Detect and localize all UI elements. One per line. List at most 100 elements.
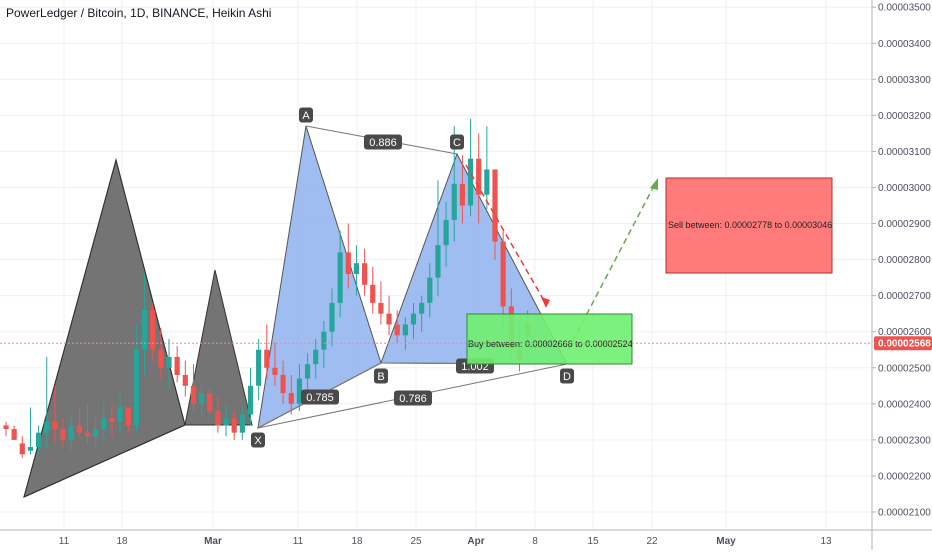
candle-body [215,411,221,426]
ratio-label-xd: 0.786 [399,393,427,405]
candle-body [280,374,286,393]
candle-body [207,392,213,412]
ratio-label-xd-bg [394,390,432,406]
point-label-c-bg [450,134,464,150]
candle-body [443,219,449,246]
candle-body [27,447,34,451]
candle-body [427,277,433,303]
candle-body [44,421,50,433]
candle-body [231,418,237,433]
candle-body [394,324,400,336]
candle-body [247,385,254,415]
candle-body [378,302,384,314]
candle-body [256,349,262,386]
point-label-x-bg [251,432,265,448]
buy-zone-label: Buy between: 0.00002666 to 0.00002524 [468,339,633,349]
candle-body [174,356,180,375]
y-tick-label: 0.00002400 [878,399,931,410]
candle-body [353,263,360,275]
candle-body [36,432,42,448]
candle-body [101,418,107,430]
sell-zone-box [665,177,833,274]
ratio-label-ac-bg [364,134,402,150]
candle-body [296,378,302,404]
candle-body [60,429,66,440]
point-label-a: A [302,110,310,122]
candlestick-series [3,118,531,458]
candle-body [321,331,327,350]
point-label-b: B [377,371,384,383]
dark-pattern-base [23,424,186,498]
y-tick-label: 0.00002500 [878,363,931,374]
x-tick-label: 11 [293,536,304,547]
candle-body [264,349,270,368]
y-tick-label: 0.00002300 [878,435,931,446]
y-tick-label: 0.00002800 [878,255,931,266]
candle-body [345,252,351,275]
price-axis[interactable]: 0.00003500 0.00003400 0.00003300 0.00003200… [871,0,932,550]
candle-body [19,443,25,455]
point-label-x: X [254,435,262,447]
ratio-label-xb-bg [301,389,339,405]
candle-body [52,421,58,430]
x-tick-label: 8 [532,536,538,547]
point-label-d-bg [560,368,574,384]
buy-zone-box [466,313,633,365]
candle-body [484,169,490,195]
y-tick-label: 0.00002100 [878,507,931,518]
candle-body [150,310,156,350]
point-label-b-bg [374,368,388,384]
candle-body [239,414,245,433]
candle-body [109,418,115,422]
candle-body [467,158,474,206]
point-label-d: D [563,371,571,383]
y-tick-label: 0.00003200 [878,111,931,122]
candle-body [125,407,131,426]
candle-body [76,425,82,433]
point-label-c: C [453,137,461,149]
candle-body [3,425,9,430]
x-tick-label: 18 [351,536,363,547]
candle-body [272,367,278,375]
projection-arrow-down [465,164,547,305]
candle-body [158,349,164,368]
x-tick-label: 11 [59,536,70,547]
candle-body [288,392,294,404]
candle-body [141,310,148,350]
candle-body [500,241,506,307]
candle-body [402,324,408,336]
y-tick-label: 0.00003400 [878,39,931,50]
candle-body [68,425,74,440]
candle-body [337,252,343,303]
x-tick-label: May [716,536,736,547]
candle-body [386,313,392,325]
y-tick-label: 0.00002600 [878,327,931,338]
candle-body [93,429,99,437]
x-tick-label: Apr [467,536,484,547]
candle-body [182,374,188,386]
ratio-label-ac: 0.886 [369,137,397,149]
candle-body [492,169,498,242]
candle-body [117,407,123,422]
y-tick-label: 0.00003000 [878,183,931,194]
candle-body [304,364,311,379]
last-price-label: 0.00002568 [878,339,931,350]
candle-body [329,302,335,332]
time-axis[interactable]: 11 18 Mar 11 18 25 Apr 8 15 22 May 13 [0,529,932,547]
candle-body [435,245,441,278]
x-tick-label: 25 [410,536,422,547]
x-tick-label: Mar [204,536,222,547]
candle-body [313,349,319,365]
y-tick-label: 0.00002700 [878,291,931,302]
y-tick-label: 0.00003300 [878,75,931,86]
candle-body [370,284,376,303]
y-tick-label: 0.00003100 [878,147,931,158]
candle-body [223,418,229,426]
y-tick-label: 0.00002900 [878,219,931,230]
candle-body [190,385,197,404]
candle-body [451,183,457,220]
candle-body [84,432,91,437]
candle-body [362,263,368,285]
